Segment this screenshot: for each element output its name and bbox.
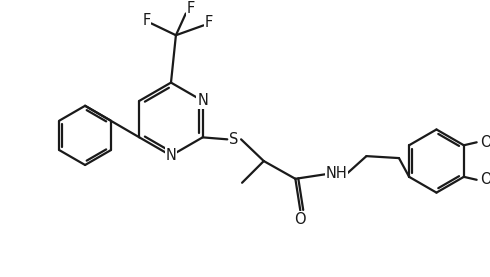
- Text: O: O: [480, 135, 490, 150]
- Text: F: F: [187, 1, 195, 16]
- Text: O: O: [480, 172, 490, 187]
- Text: S: S: [229, 132, 239, 147]
- Text: F: F: [142, 13, 150, 28]
- Text: O: O: [294, 212, 306, 227]
- Text: N: N: [166, 148, 176, 163]
- Text: F: F: [204, 15, 213, 30]
- Text: NH: NH: [326, 166, 348, 181]
- Text: N: N: [197, 93, 208, 108]
